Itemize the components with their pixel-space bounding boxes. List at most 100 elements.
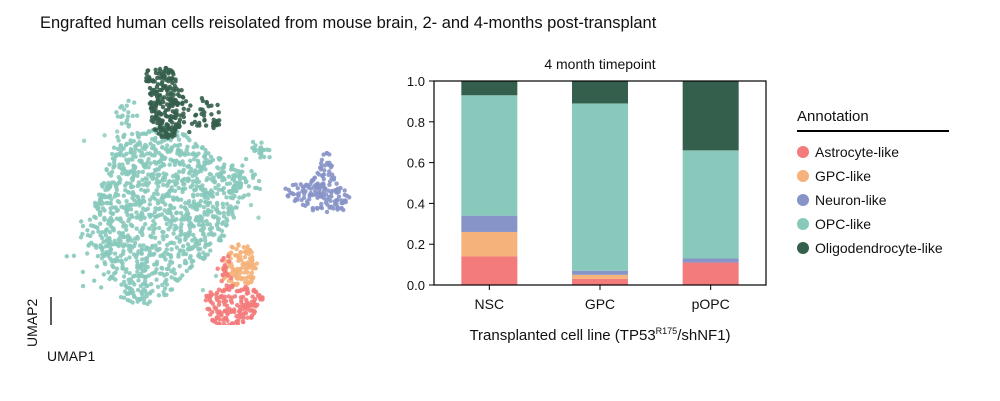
bar-segment <box>461 256 518 285</box>
umap-point <box>151 230 156 236</box>
umap-point <box>170 103 175 109</box>
umap-point <box>159 72 165 77</box>
y-tick-label: 0.8 <box>407 115 425 130</box>
bar-segment <box>461 95 518 216</box>
umap-point <box>230 268 236 274</box>
umap-point <box>150 194 155 200</box>
legend-item: Astrocyte-like <box>797 140 949 164</box>
umap-point <box>221 210 226 216</box>
umap-point <box>113 153 119 158</box>
umap-point <box>161 289 166 295</box>
umap-point <box>126 277 131 282</box>
umap-point <box>126 236 131 241</box>
umap-point <box>196 163 202 168</box>
umap-point <box>137 296 142 302</box>
umap-point <box>87 217 93 222</box>
umap-point <box>153 206 158 211</box>
bar-segment <box>682 81 739 151</box>
umap-point <box>214 295 219 300</box>
umap-point <box>308 190 313 196</box>
umap-point <box>120 113 125 118</box>
umap-point <box>241 287 246 292</box>
umap-point <box>215 102 220 108</box>
umap-point <box>140 169 145 175</box>
umap-point <box>95 207 101 212</box>
umap-point <box>180 177 186 183</box>
umap-point <box>128 170 133 175</box>
umap-point <box>191 194 196 199</box>
umap-point <box>162 254 167 260</box>
umap-point <box>243 267 249 272</box>
umap-point <box>160 282 165 288</box>
umap-point <box>124 103 129 108</box>
umap-point <box>107 230 113 235</box>
umap-point <box>312 188 318 193</box>
umap-point <box>248 308 253 313</box>
umap-point <box>213 273 219 279</box>
umap-point <box>147 202 152 207</box>
umap-point <box>173 159 178 164</box>
bar-segment <box>461 81 518 96</box>
umap-point <box>189 121 195 127</box>
umap-point <box>167 104 172 110</box>
umap-point <box>193 172 198 177</box>
umap-point <box>161 200 166 205</box>
umap-point <box>186 199 192 204</box>
umap-point <box>132 100 137 105</box>
umap-point <box>112 157 117 163</box>
umap-point <box>156 140 161 146</box>
umap-point <box>212 319 217 324</box>
umap-point <box>96 229 101 234</box>
umap-point <box>213 207 218 212</box>
umap-point <box>203 238 208 243</box>
umap-point <box>175 92 181 97</box>
umap-point <box>329 194 334 199</box>
umap-point <box>232 309 237 315</box>
umap-point <box>196 247 201 252</box>
umap-point <box>235 303 240 308</box>
umap-point <box>105 195 111 200</box>
umap-point <box>153 243 158 248</box>
umap-point <box>248 202 254 208</box>
umap-point <box>178 225 184 230</box>
umap-point <box>124 285 130 290</box>
umap-point <box>317 194 322 199</box>
umap-point <box>141 297 147 302</box>
umap-point <box>329 204 334 209</box>
umap-point <box>251 299 257 304</box>
umap-point <box>249 256 254 261</box>
umap-point <box>209 209 214 214</box>
umap-point <box>125 212 130 218</box>
umap-point <box>109 151 115 157</box>
umap-point <box>217 321 222 325</box>
umap-point <box>80 231 85 237</box>
x-tick-label: GPC <box>585 296 615 312</box>
umap-point <box>115 114 121 119</box>
umap-point <box>187 169 193 175</box>
umap-point <box>235 200 241 205</box>
umap-point <box>252 148 257 154</box>
umap-point <box>248 263 253 268</box>
umap-point <box>249 168 254 174</box>
umap-point <box>145 283 150 288</box>
umap-point <box>214 292 219 297</box>
umap-point <box>185 144 190 149</box>
umap-point <box>106 218 112 223</box>
umap-point <box>187 265 193 271</box>
umap-point <box>191 232 196 238</box>
umap-point <box>319 157 325 163</box>
umap-point <box>125 207 130 212</box>
umap-point <box>173 182 178 187</box>
umap-point <box>226 210 231 215</box>
umap-point <box>92 200 98 206</box>
umap-point <box>208 241 213 246</box>
umap-point <box>231 185 236 190</box>
umap-point <box>315 181 320 186</box>
umap-point <box>135 234 140 240</box>
umap-point <box>165 191 170 197</box>
legend-label: GPC-like <box>815 168 872 184</box>
umap-point <box>192 157 197 162</box>
umap-point <box>167 162 172 167</box>
legend-item: Neuron-like <box>797 188 949 212</box>
umap-point <box>109 259 115 264</box>
